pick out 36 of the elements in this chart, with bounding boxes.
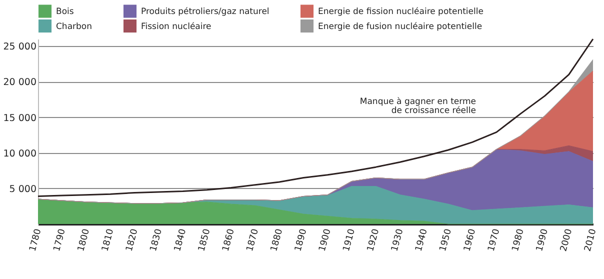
x-tick-label: 1820 (124, 228, 140, 253)
x-tick-label: 1810 (100, 228, 116, 253)
legend-label: Charbon (56, 22, 92, 32)
legend-label: Energie de fission nucléaire potentielle (318, 7, 484, 18)
x-tick-label: 2010 (583, 228, 599, 253)
x-tick-label: 1870 (245, 228, 262, 253)
legend-label: Produits pétroliers/gaz naturel (141, 7, 270, 18)
x-tick-label: 1990 (534, 228, 551, 253)
x-tick-label: 1980 (510, 228, 526, 253)
y-tick-label: 20 000 (3, 77, 36, 88)
x-tick-label: 1900 (318, 228, 334, 253)
x-tick-label: 2000 (559, 228, 575, 253)
x-tick-label: 1850 (197, 228, 213, 253)
legend-label: Fission nucléaire (141, 22, 212, 32)
x-tick-label: 1950 (438, 228, 454, 253)
x-tick-label: 1790 (52, 228, 68, 253)
x-tick-label: 1940 (414, 228, 430, 253)
x-tick-label: 1910 (342, 228, 358, 253)
x-tick-label: 1930 (390, 228, 406, 253)
y-tick-label: 10 000 (3, 148, 36, 160)
y-tick-label: 5 000 (9, 184, 36, 195)
legend-label: Bois (56, 7, 74, 18)
legend-label: Energie de fusion nucléaire potentielle (318, 22, 482, 32)
x-tick-label: 1960 (462, 228, 478, 253)
x-tick-label: 1860 (221, 228, 237, 253)
x-tick-label: 1780 (28, 228, 44, 253)
x-tick-label: 1830 (148, 228, 165, 253)
x-tick-label: 1800 (76, 228, 92, 253)
x-tick-label: 1920 (366, 228, 382, 253)
annotation: Manque à gagner en terme de croissance réelle (360, 97, 476, 116)
x-tick-label: 1840 (172, 228, 189, 253)
x-tick-label: 1970 (486, 228, 502, 253)
y-tick-label: 25 000 (3, 42, 36, 53)
x-tick-label: 1880 (270, 228, 286, 253)
x-tick-label: 1890 (294, 228, 310, 253)
y-tick-label: 15 000 (3, 112, 36, 124)
